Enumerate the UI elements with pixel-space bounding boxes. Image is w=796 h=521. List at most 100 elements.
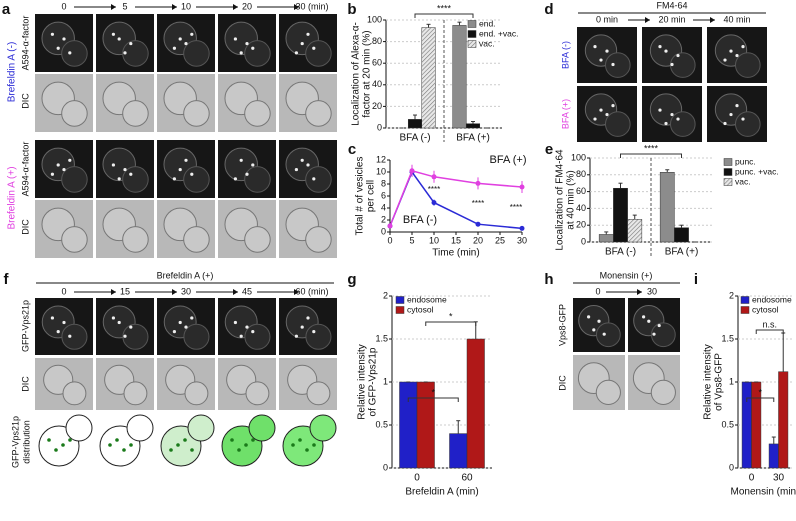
time-label: 30 [647,286,657,296]
significance-label: * [449,311,453,321]
legend-swatch [723,168,733,176]
cell [669,111,696,137]
bar [659,172,675,243]
time-label: 5 [122,1,127,11]
spot [50,172,55,176]
significance-label: n.s. [762,319,777,329]
y-tick-label: 40 [372,79,382,89]
row-label: distribution [21,420,31,464]
spot [664,49,668,53]
time-label: 20 min [658,14,685,24]
legend-swatch [467,40,477,48]
spot [729,49,733,53]
spot [123,51,127,55]
spot [56,163,60,167]
panel-letter: h [544,271,553,288]
legend-swatch [395,296,405,304]
spot [306,32,310,36]
condition-label: Brefeldin A (-) [7,42,18,103]
vesicle-dot [251,438,255,442]
legend-label: punc. [735,156,756,166]
cell-diagram [126,414,154,442]
spot [239,51,243,55]
cell [244,100,271,127]
bar [449,433,468,469]
vesicle-dot [61,443,65,447]
spot [735,53,739,58]
x-tick-label: 5 [409,235,414,245]
legend-label: endosome [407,294,447,304]
cell [595,322,621,348]
spot [172,330,176,334]
spot [245,325,249,329]
spot [190,32,194,36]
spot [178,320,182,325]
y-tick-label: 80 [372,36,382,46]
series-label: BFA (-) [403,214,437,226]
spot [592,328,596,332]
spot [129,41,133,46]
spot [300,325,304,329]
cell [305,40,332,67]
cell [183,323,210,350]
spot [62,167,66,172]
y-axis-label: Localization of Alexa-α- [351,22,362,126]
point [431,174,437,180]
significance-label: **** [428,185,440,194]
time-label: 0 [595,286,600,296]
vesicle-dot [183,438,187,442]
significance-bracket [620,153,682,158]
cell [734,52,761,78]
spot [312,177,316,181]
legend-swatch [740,306,750,314]
spot [312,330,316,334]
spot [300,158,304,162]
significance-bracket [414,13,474,18]
time-label: 30 (min) [295,1,328,11]
spot [312,46,316,50]
legend-label: endosome [752,294,792,304]
spot [239,334,243,338]
spot [657,323,661,328]
panel-title: FM4-64 [656,0,687,10]
y-tick-label: 8 [381,178,386,188]
point [431,200,437,206]
spot [605,112,609,117]
series-label: BFA (+) [490,154,527,166]
spot [233,37,237,41]
bar [741,381,752,469]
spot [233,177,237,181]
arrow-head [710,17,715,23]
spot [611,104,615,108]
panel-letter: a [2,1,11,18]
point [409,168,415,174]
legend-swatch [723,158,733,166]
spot [50,32,55,36]
cell [122,226,149,253]
arrow-head [172,4,177,10]
row-label: GFP-Vps21p [20,300,30,352]
cell [184,381,209,406]
cell-diagram [309,414,337,442]
y-tick-label: 0 [381,226,386,236]
panel-letter: d [544,1,553,18]
cell [61,166,88,193]
spot [62,37,66,41]
significance-label: **** [644,143,659,153]
y-tick-label: 0 [383,462,388,472]
spot [123,334,127,338]
cell [123,381,148,406]
significance-label: **** [510,203,522,212]
y-tick-label: 2 [383,290,388,300]
x-tick-label: 15 [451,235,461,245]
spot [184,158,188,162]
x-tick-label: 10 [429,235,439,245]
cell [734,111,761,137]
spot [605,49,609,53]
point [519,225,525,231]
y-tick-label: 1 [729,376,734,386]
spot [741,117,745,121]
cell [244,323,271,350]
panel-title: Monensin (+) [600,270,653,280]
panel-letter: e [545,141,553,158]
